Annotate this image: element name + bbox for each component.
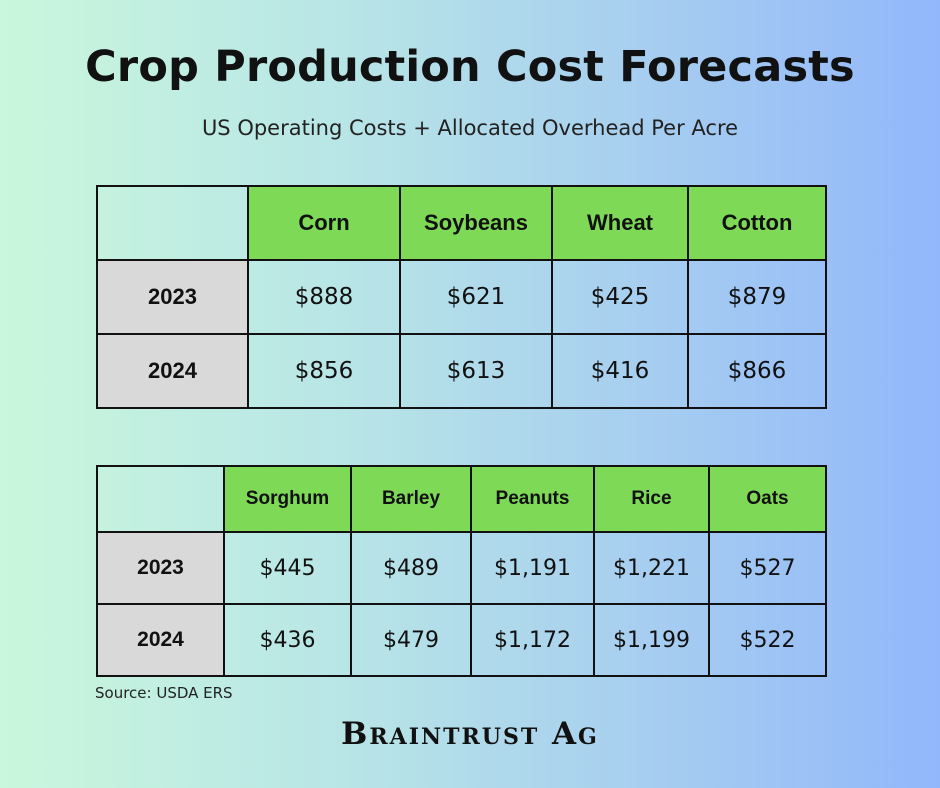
crop-header: Corn xyxy=(247,185,401,261)
cost-table-other-crops: Sorghum Barley Peanuts Rice Oats 2023 $4… xyxy=(96,465,827,677)
year-label: 2024 xyxy=(96,603,225,677)
page-title: Crop Production Cost Forecasts xyxy=(85,42,855,92)
crop-header: Cotton xyxy=(687,185,827,261)
table-row: 2023 $888 $621 $425 $879 xyxy=(96,259,827,335)
cost-cell: $856 xyxy=(247,333,401,409)
table-header-row: Corn Soybeans Wheat Cotton xyxy=(96,185,827,261)
table-row: 2023 $445 $489 $1,191 $1,221 $527 xyxy=(96,531,827,605)
cost-cell: $879 xyxy=(687,259,827,335)
crop-header: Wheat xyxy=(551,185,689,261)
cost-cell: $436 xyxy=(223,603,352,677)
cost-cell: $1,221 xyxy=(593,531,710,605)
page-subtitle: US Operating Costs + Allocated Overhead … xyxy=(201,116,739,140)
cost-table-major-crops: Corn Soybeans Wheat Cotton 2023 $888 $62… xyxy=(96,185,827,409)
cost-cell: $527 xyxy=(708,531,827,605)
cost-cell: $479 xyxy=(350,603,472,677)
crop-header: Barley xyxy=(350,465,472,533)
cost-cell: $416 xyxy=(551,333,689,409)
year-label: 2024 xyxy=(96,333,249,409)
table-row: 2024 $436 $479 $1,172 $1,199 $522 xyxy=(96,603,827,677)
cost-cell: $1,172 xyxy=(470,603,595,677)
cost-cell: $489 xyxy=(350,531,472,605)
crop-header: Sorghum xyxy=(223,465,352,533)
table-header-row: Sorghum Barley Peanuts Rice Oats xyxy=(96,465,827,533)
year-label: 2023 xyxy=(96,259,249,335)
crop-header: Oats xyxy=(708,465,827,533)
cost-cell: $1,199 xyxy=(593,603,710,677)
year-label: 2023 xyxy=(96,531,225,605)
cost-cell: $613 xyxy=(399,333,553,409)
table-row: 2024 $856 $613 $416 $866 xyxy=(96,333,827,409)
corner-cell xyxy=(96,185,249,261)
corner-cell xyxy=(96,465,225,533)
brand-logo-text: Braintrust Ag xyxy=(341,716,599,752)
crop-header: Rice xyxy=(593,465,710,533)
cost-cell: $866 xyxy=(687,333,827,409)
source-note: Source: USDA ERS xyxy=(95,684,233,702)
cost-cell: $425 xyxy=(551,259,689,335)
crop-header: Peanuts xyxy=(470,465,595,533)
cost-cell: $445 xyxy=(223,531,352,605)
cost-cell: $621 xyxy=(399,259,553,335)
cost-cell: $1,191 xyxy=(470,531,595,605)
cost-cell: $522 xyxy=(708,603,827,677)
cost-cell: $888 xyxy=(247,259,401,335)
crop-header: Soybeans xyxy=(399,185,553,261)
